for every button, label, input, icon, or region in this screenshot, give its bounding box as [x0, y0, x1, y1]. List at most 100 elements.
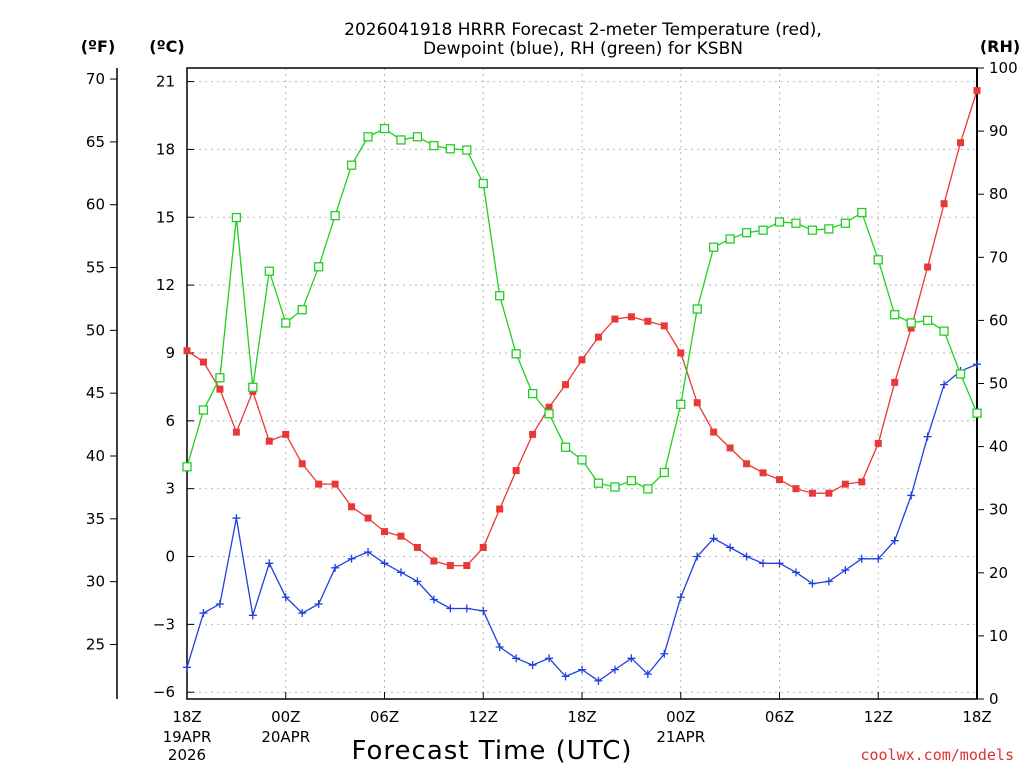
2-meter-temperature-point — [874, 439, 882, 447]
rh-tick-label: 40 — [989, 438, 1008, 456]
dewpoint-point — [215, 600, 224, 609]
time-tick-label: 12Z — [469, 708, 498, 726]
2-meter-temperature-point — [907, 324, 915, 332]
date-label: 19APR — [163, 728, 212, 746]
rh-point — [330, 211, 340, 221]
dewpoint-point — [890, 536, 899, 545]
2-meter-temperature-point — [957, 139, 965, 147]
2-meter-temperature-point — [413, 543, 421, 551]
dewpoint-point — [462, 604, 471, 613]
dewpoint-point — [676, 593, 685, 602]
rh-point — [676, 399, 686, 409]
dewpoint-point — [183, 663, 191, 672]
rh-point — [544, 409, 554, 419]
2-meter-temperature-point — [710, 428, 718, 436]
dewpoint-point — [479, 606, 488, 615]
rh-point — [593, 478, 604, 488]
dewpoint-point — [446, 604, 455, 613]
2-meter-temperature-point — [479, 543, 487, 551]
x-axis-title: Forecast Time (UTC) — [351, 736, 632, 766]
dewpoint-point — [627, 654, 636, 663]
rh-point — [741, 228, 752, 238]
2-meter-temperature-point — [759, 469, 767, 477]
chart-title-line-2: Dewpoint (blue), RH (green) for KSBN — [423, 39, 743, 59]
time-tick-label: 18Z — [962, 708, 991, 726]
dewpoint-point — [495, 642, 504, 651]
dewpoint-point — [248, 611, 257, 620]
rh-point — [725, 234, 735, 244]
dewpoint-series — [183, 360, 981, 685]
celsius-tick-label: 9 — [165, 344, 175, 362]
2-meter-temperature-point — [265, 437, 273, 445]
2-meter-temperature-point — [183, 347, 191, 355]
dewpoint-point — [199, 609, 208, 618]
rh-point — [840, 218, 850, 228]
rh-point — [807, 225, 818, 235]
celsius-tick-label: −3 — [153, 615, 175, 633]
rh-point — [511, 349, 521, 359]
2-meter-temperature-point — [841, 480, 849, 488]
celsius-tick-label: 0 — [165, 548, 175, 566]
rh-series — [182, 123, 982, 494]
rh-point — [462, 145, 472, 155]
dewpoint-point — [380, 559, 389, 568]
2-meter-temperature-point — [298, 460, 306, 468]
celsius-tick-label: 18 — [156, 140, 175, 158]
2-meter-temperature-point — [792, 485, 800, 493]
2-meter-temperature-point — [973, 87, 981, 95]
rh-tick-label: 80 — [989, 185, 1008, 203]
dewpoint-point — [923, 432, 932, 441]
rh-point — [215, 373, 225, 383]
dewpoint-point — [578, 665, 586, 674]
dewpoint-point — [396, 568, 405, 577]
dewpoint-point — [545, 654, 554, 663]
dewpoint-point — [429, 595, 438, 604]
time-tick-label: 06Z — [765, 708, 794, 726]
2-meter-temperature-point — [529, 430, 537, 438]
rh-point — [182, 462, 192, 472]
dewpoint-point — [594, 676, 603, 685]
fahrenheit-axis-label: (ºF) — [81, 37, 116, 56]
rh-point — [412, 132, 423, 142]
2-meter-temperature-point — [496, 505, 504, 513]
2-meter-temperature-point — [397, 532, 405, 540]
dewpoint-point — [907, 491, 916, 500]
rh-point — [972, 408, 982, 418]
rh-tick-label: 30 — [989, 501, 1008, 519]
2-meter-temperature-point — [677, 349, 685, 357]
rh-point — [643, 484, 653, 494]
dewpoint-point — [973, 360, 981, 369]
2-meter-temperature-point — [282, 430, 290, 438]
dewpoint-point — [610, 665, 619, 674]
dewpoint-point — [791, 568, 800, 577]
rh-point — [692, 304, 702, 314]
dewpoint-point — [726, 543, 735, 552]
rh-point — [659, 467, 669, 478]
celsius-tick-label: 3 — [165, 480, 175, 498]
2-meter-temperature-point — [199, 358, 207, 366]
2-meter-temperature-point — [594, 333, 602, 341]
2-meter-temperature-point — [776, 476, 783, 484]
rh-tick-label: 10 — [989, 627, 1008, 645]
2-meter-temperature-point — [348, 503, 356, 511]
time-tick-label: 18Z — [567, 708, 596, 726]
rh-point — [709, 242, 719, 252]
rh-point — [495, 291, 505, 301]
celsius-tick-label: −6 — [153, 683, 175, 701]
dewpoint-point — [660, 649, 669, 658]
dewpoint-point — [742, 552, 751, 561]
rh-point — [396, 135, 406, 145]
rh-point — [363, 132, 373, 142]
celsius-tick-label: 12 — [156, 276, 175, 294]
rh-point — [774, 217, 785, 227]
2-meter-temperature-point — [562, 381, 570, 389]
2-meter-temperature-point — [693, 399, 701, 407]
date-label: 2026 — [168, 746, 206, 764]
2-meter-temperature-point — [545, 403, 553, 411]
rh-point — [281, 318, 291, 328]
dewpoint-point — [281, 593, 290, 602]
dewpoint-point — [232, 514, 241, 523]
time-tick-label: 12Z — [864, 708, 893, 726]
rh-point — [824, 224, 834, 234]
2-meter-temperature-point — [940, 200, 948, 208]
